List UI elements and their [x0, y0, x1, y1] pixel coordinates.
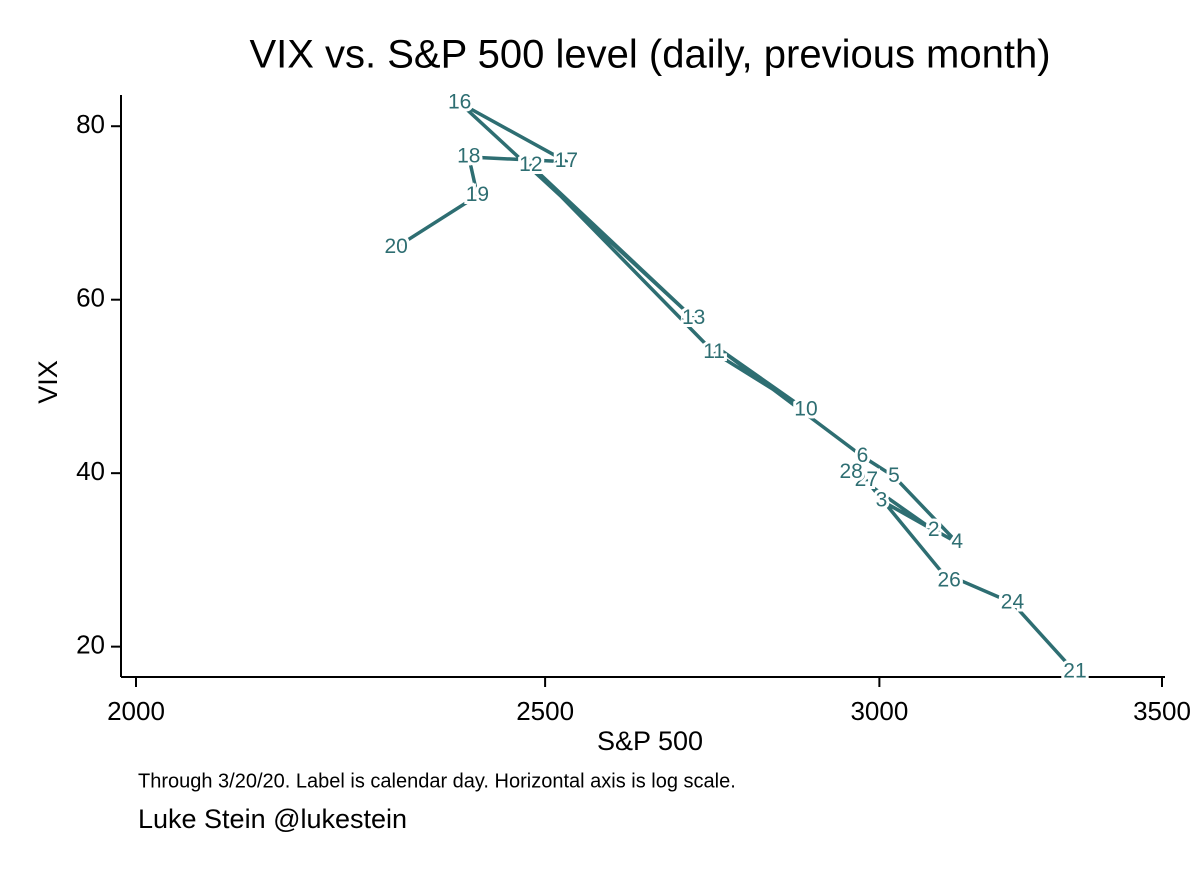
point-label: 6	[857, 444, 869, 467]
point-label: 18	[457, 145, 480, 168]
point-label: 4	[951, 530, 963, 553]
y-tick-label: 80	[76, 109, 105, 139]
point-label: 16	[448, 90, 471, 113]
y-tick-label: 40	[76, 456, 105, 486]
x-tick-label: 2500	[516, 696, 574, 726]
point-label: 12	[519, 153, 542, 176]
x-axis-label: S&P 500	[597, 726, 703, 756]
x-tick-label: 3500	[1133, 696, 1191, 726]
x-tick-label: 2000	[107, 696, 165, 726]
point-label: 21	[1063, 660, 1086, 683]
author: Luke Stein @lukestein	[138, 804, 407, 834]
point-label: 11	[703, 340, 725, 363]
point-label: 27	[855, 468, 878, 491]
note: Through 3/20/20. Label is calendar day. …	[138, 770, 736, 792]
y-tick-label: 60	[76, 283, 105, 313]
point-label: 13	[682, 306, 705, 329]
y-axis-label: VIX	[33, 360, 63, 404]
point-label: 24	[1001, 591, 1025, 614]
point-label: 19	[466, 183, 489, 206]
point-label: 26	[937, 569, 960, 592]
point-label: 10	[794, 397, 817, 420]
point-label: 3	[876, 488, 888, 511]
point-label: 2	[928, 518, 940, 541]
chart-title: VIX vs. S&P 500 level (daily, previous m…	[249, 33, 1050, 77]
x-tick-label: 3000	[850, 696, 908, 726]
point-label: 17	[555, 149, 578, 172]
series-line	[395, 101, 1077, 674]
point-label: 20	[384, 235, 407, 258]
y-tick-label: 20	[76, 630, 105, 660]
point-label: 28	[840, 460, 863, 483]
point-label: 5	[888, 464, 900, 487]
